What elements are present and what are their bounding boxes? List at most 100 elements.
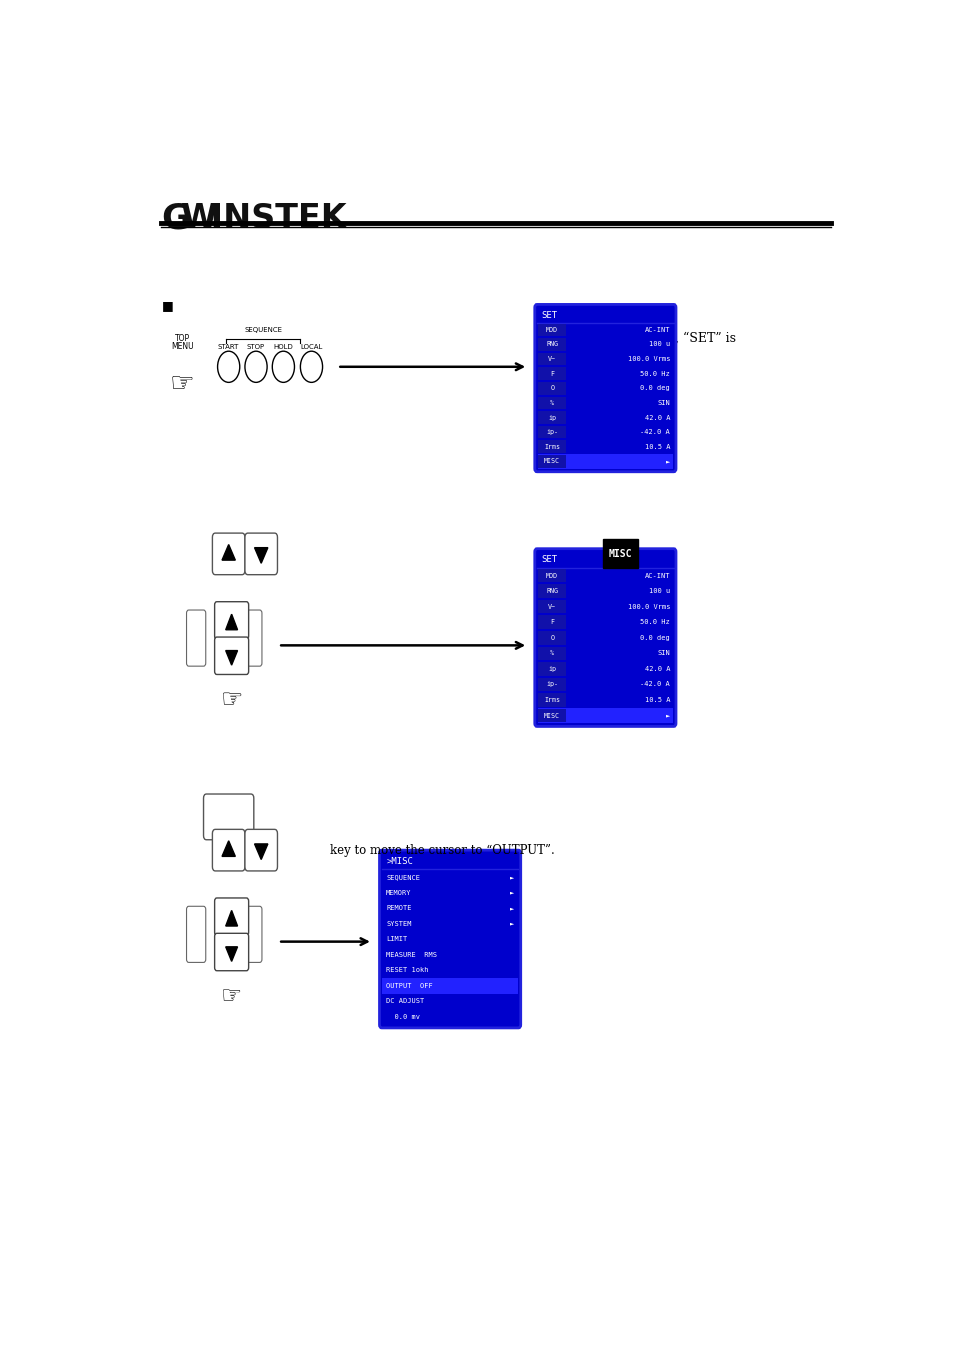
Bar — [537, 352, 565, 366]
Text: SYSTEM: SYSTEM — [386, 921, 412, 926]
Text: F: F — [550, 371, 554, 377]
Text: MOD: MOD — [545, 327, 558, 333]
Bar — [537, 599, 565, 613]
Bar — [537, 709, 565, 722]
Text: ip-: ip- — [545, 682, 558, 687]
Bar — [537, 630, 565, 644]
Text: W: W — [180, 201, 217, 235]
Text: AC-INT: AC-INT — [644, 572, 669, 579]
Text: ►: ► — [509, 921, 514, 926]
Text: G: G — [161, 201, 191, 235]
Polygon shape — [226, 946, 237, 961]
Text: V~: V~ — [548, 603, 556, 610]
Text: >MISC: >MISC — [386, 857, 413, 865]
Polygon shape — [226, 614, 237, 629]
Text: 0.0 deg: 0.0 deg — [639, 634, 669, 641]
Polygon shape — [226, 910, 237, 926]
Text: 42.0 A: 42.0 A — [644, 666, 669, 672]
Bar — [537, 694, 565, 707]
Circle shape — [272, 351, 294, 382]
Text: MISC: MISC — [543, 713, 559, 718]
Text: ►: ► — [509, 890, 514, 895]
Text: LIMIT: LIMIT — [386, 936, 407, 942]
Text: MISC: MISC — [543, 459, 559, 464]
Polygon shape — [254, 548, 268, 563]
Text: SEQUENCE: SEQUENCE — [386, 873, 419, 880]
Text: MEASURE  RMS: MEASURE RMS — [386, 952, 436, 957]
Circle shape — [217, 351, 239, 382]
Bar — [537, 324, 565, 336]
Polygon shape — [226, 651, 237, 666]
Text: 50.0 Hz: 50.0 Hz — [639, 620, 669, 625]
Text: %: % — [550, 651, 554, 656]
FancyBboxPatch shape — [242, 610, 262, 666]
FancyBboxPatch shape — [535, 548, 676, 726]
Text: 10.5 A: 10.5 A — [644, 444, 669, 450]
Text: SET: SET — [541, 555, 557, 564]
Bar — [537, 585, 565, 598]
Text: O: O — [550, 634, 554, 641]
FancyBboxPatch shape — [214, 898, 249, 936]
Text: SET: SET — [541, 310, 557, 320]
Text: MISC: MISC — [608, 549, 632, 559]
FancyBboxPatch shape — [187, 610, 206, 666]
Text: ►: ► — [665, 713, 669, 718]
Text: AC-INT: AC-INT — [644, 327, 669, 333]
Bar — [537, 616, 565, 629]
Text: SEQUENCE: SEQUENCE — [244, 328, 282, 333]
Text: -42.0 A: -42.0 A — [639, 682, 669, 687]
FancyBboxPatch shape — [535, 304, 676, 471]
FancyBboxPatch shape — [214, 602, 249, 639]
Text: STOP: STOP — [247, 344, 265, 350]
Text: Irms: Irms — [543, 697, 559, 703]
Text: SIN: SIN — [657, 651, 669, 656]
Text: 10.5 A: 10.5 A — [644, 697, 669, 703]
Text: %: % — [550, 400, 554, 406]
Text: 50.0 Hz: 50.0 Hz — [639, 371, 669, 377]
Bar — [537, 454, 672, 468]
Text: ►: ► — [665, 459, 669, 464]
Text: ip: ip — [548, 666, 556, 672]
Text: LOCAL: LOCAL — [300, 344, 322, 350]
FancyBboxPatch shape — [242, 906, 262, 963]
Text: O: O — [550, 385, 554, 391]
Text: START: START — [217, 344, 239, 350]
Text: ☞: ☞ — [220, 688, 243, 713]
Text: ►: ► — [509, 873, 514, 880]
Text: 42.0 A: 42.0 A — [644, 414, 669, 420]
Polygon shape — [254, 844, 268, 860]
Bar — [537, 338, 565, 351]
Text: MENU: MENU — [171, 342, 193, 351]
Bar — [537, 707, 672, 724]
Text: -42.0 A: -42.0 A — [639, 429, 669, 435]
FancyBboxPatch shape — [213, 533, 245, 575]
Text: ip-: ip- — [545, 429, 558, 435]
Bar — [537, 455, 565, 467]
Bar — [602, 540, 638, 568]
Text: MEMORY: MEMORY — [386, 890, 412, 895]
Text: key to move the cursor to “OUTPUT”.: key to move the cursor to “OUTPUT”. — [330, 844, 554, 857]
FancyBboxPatch shape — [245, 533, 277, 575]
FancyBboxPatch shape — [213, 829, 245, 871]
FancyBboxPatch shape — [203, 794, 253, 840]
Text: ip: ip — [548, 414, 556, 420]
Text: 100 u: 100 u — [648, 589, 669, 594]
Text: TOP: TOP — [174, 333, 190, 343]
Polygon shape — [222, 841, 235, 856]
Circle shape — [245, 351, 267, 382]
Bar — [537, 678, 565, 691]
Text: In the top menu, “SET” is: In the top menu, “SET” is — [574, 332, 735, 346]
Text: HOLD: HOLD — [274, 344, 293, 350]
Bar — [537, 397, 565, 409]
Bar — [537, 568, 565, 582]
Bar — [537, 440, 565, 454]
Text: OUTPUT  OFF: OUTPUT OFF — [386, 983, 433, 990]
Bar — [537, 662, 565, 675]
Text: 100 u: 100 u — [648, 342, 669, 347]
Text: RESET 1okh: RESET 1okh — [386, 968, 428, 973]
Text: ►: ► — [509, 904, 514, 911]
FancyBboxPatch shape — [214, 637, 249, 675]
Text: ■: ■ — [162, 298, 173, 312]
FancyBboxPatch shape — [245, 829, 277, 871]
Text: V~: V~ — [548, 356, 556, 362]
